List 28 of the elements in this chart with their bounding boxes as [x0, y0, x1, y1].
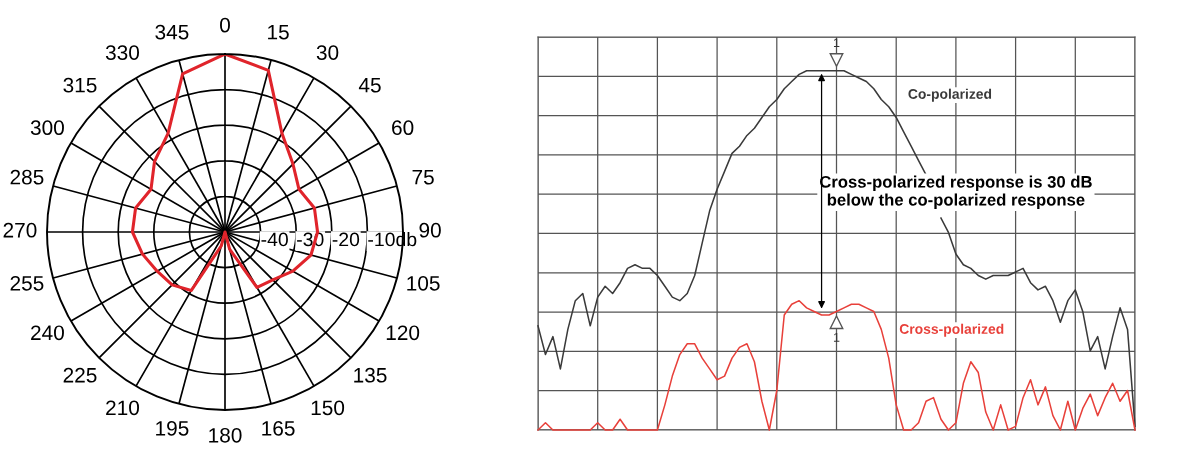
spoke-label: 135 [354, 367, 387, 383]
spoke-label: 330 [105, 45, 140, 60]
spoke-label: 105 [407, 275, 440, 291]
spoke-label: 30 [316, 45, 339, 60]
spoke-label: 195 [156, 420, 189, 436]
spoke-label: 165 [262, 420, 295, 436]
spoke-label: 75 [412, 169, 434, 185]
series-label: Cross-polarized [899, 323, 1004, 337]
spoke-label: 15 [268, 24, 289, 40]
y-tick-label: -20 [332, 232, 360, 247]
spoke-label: 60 [392, 120, 414, 136]
series-label: Co-polarized [908, 88, 992, 102]
spoke-label: 300 [30, 120, 64, 136]
spoke-label: 210 [106, 400, 140, 416]
spoke-label: 270 [3, 222, 37, 238]
spoke-label: 120 [386, 325, 420, 341]
spoke-label: 255 [10, 275, 44, 291]
y-tick-label: -40 [261, 232, 288, 247]
spoke-label: 180 [209, 427, 242, 443]
spoke-label: 315 [63, 77, 97, 93]
spoke-label: 345 [155, 24, 189, 40]
spoke-label: 225 [63, 367, 97, 383]
spoke-label: 45 [358, 78, 381, 93]
spoke-label: 285 [10, 169, 44, 185]
spoke-label: 90 [419, 222, 441, 238]
spoke-label: 0 [220, 17, 230, 33]
spoke-label: 150 [311, 400, 345, 416]
spoke-label: 240 [31, 325, 64, 341]
